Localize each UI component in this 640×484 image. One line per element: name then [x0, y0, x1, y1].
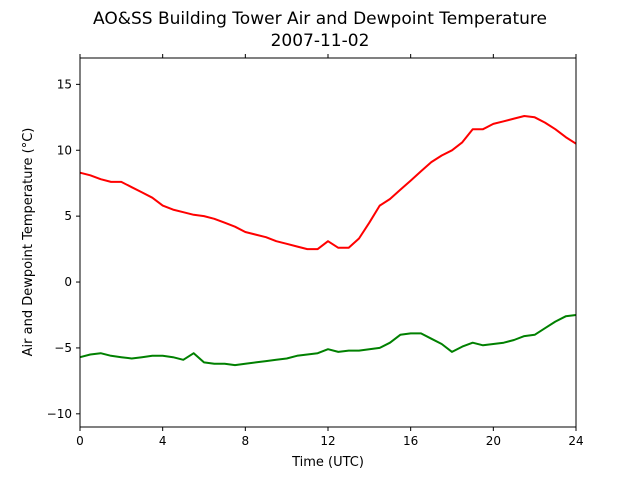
y-tick-label: 10	[57, 143, 72, 157]
x-tick-label: 12	[320, 434, 335, 448]
series-line-2	[79, 314, 577, 367]
x-tick-label: 16	[403, 434, 418, 448]
x-axis-label: Time (UTC)	[291, 455, 364, 470]
y-tick-label: 0	[64, 275, 72, 289]
chart-subtitle: 2007-11-02	[271, 31, 370, 51]
y-tick-label: −5	[54, 341, 72, 355]
x-tick-label: 24	[568, 434, 583, 448]
y-tick-label: 5	[64, 209, 72, 223]
x-tick-label: 4	[159, 434, 167, 448]
y-axis-label: Air and Dewpoint Temperature (°C)	[21, 128, 36, 357]
x-tick-label: 8	[242, 434, 250, 448]
x-tick-label: 20	[486, 434, 501, 448]
series-line-1	[79, 115, 577, 251]
y-tick-label: −10	[47, 407, 72, 421]
chart-title: AO&SS Building Tower Air and Dewpoint Te…	[93, 9, 547, 29]
y-tick-label: 15	[57, 77, 72, 91]
x-tick-label: 0	[76, 434, 84, 448]
plot-area: 0 4 8 12 16 20 24 −10 −5 0 5 10 15	[47, 54, 584, 448]
